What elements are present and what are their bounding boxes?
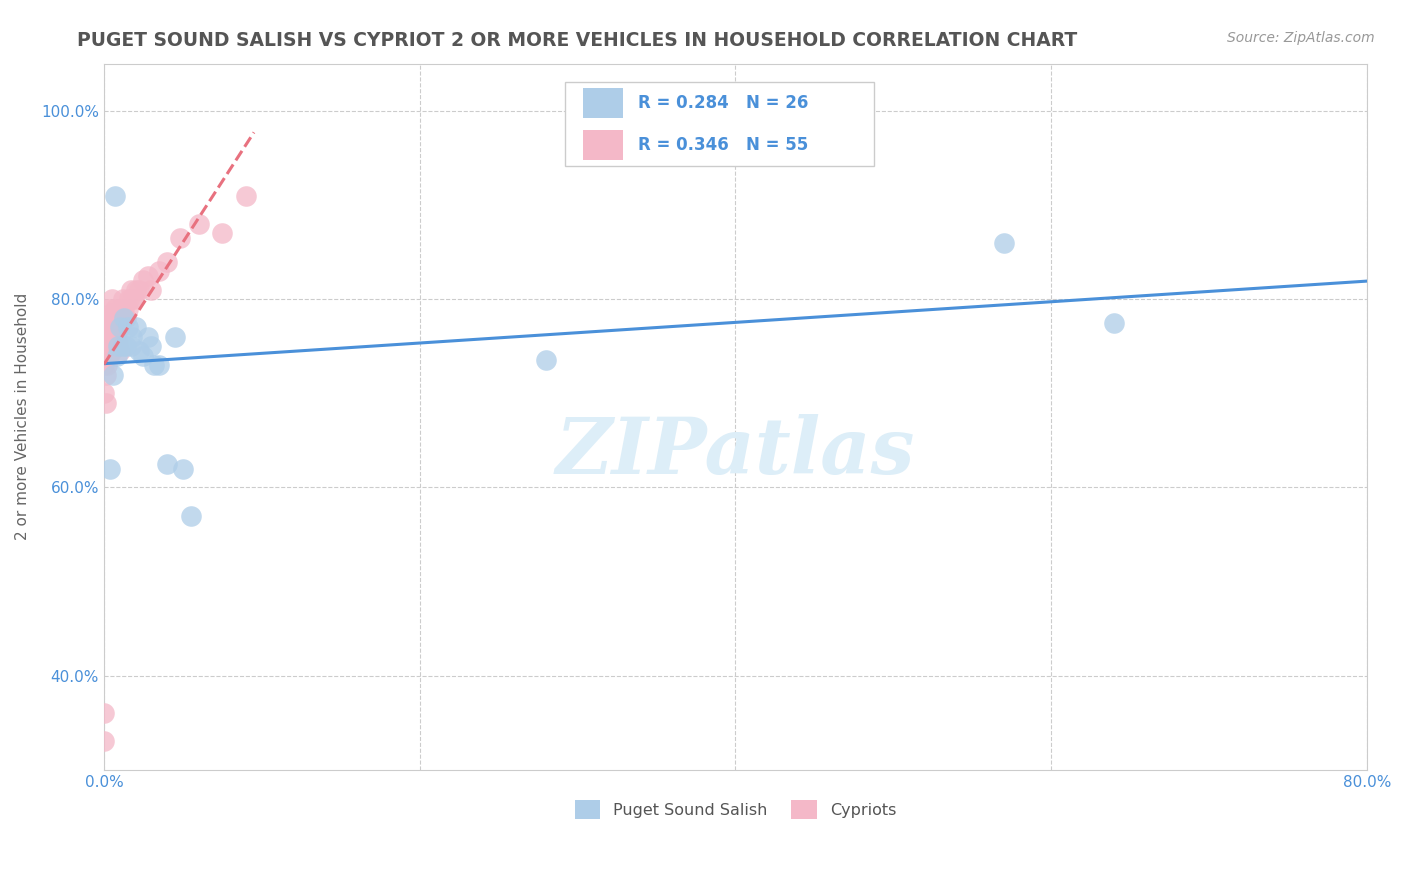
Point [108, 343, 131, 358]
Point [103, 330, 125, 344]
Point [534, 353, 557, 368]
Point [98, 334, 121, 349]
Point [121, 292, 143, 306]
Point [143, 358, 166, 372]
Point [124, 320, 146, 334]
Point [114, 301, 136, 316]
Point [132, 273, 155, 287]
Point [105, 306, 128, 320]
Text: ZIPatlas: ZIPatlas [555, 414, 915, 491]
Point [108, 320, 131, 334]
Point [121, 330, 143, 344]
Point [94, 330, 117, 344]
Point [180, 508, 202, 523]
Point [93, 358, 115, 372]
FancyBboxPatch shape [582, 88, 623, 118]
Point [1102, 316, 1125, 330]
Point [94, 396, 117, 410]
Point [103, 311, 125, 326]
Point [96, 311, 118, 326]
Point [104, 301, 127, 316]
Point [93, 386, 115, 401]
Point [104, 188, 127, 202]
Point [128, 283, 150, 297]
Point [111, 292, 134, 306]
Point [103, 368, 125, 382]
Point [107, 334, 129, 349]
Point [136, 268, 159, 283]
Point [104, 320, 127, 334]
Point [101, 306, 124, 320]
Point [93, 330, 115, 344]
Point [148, 264, 170, 278]
Point [108, 311, 131, 326]
Point [117, 301, 139, 316]
Point [172, 461, 194, 475]
Point [122, 292, 145, 306]
Point [98, 461, 121, 475]
Point [141, 283, 163, 297]
Point [211, 227, 233, 241]
Point [105, 349, 128, 363]
Point [107, 339, 129, 353]
Point [101, 320, 124, 334]
Point [115, 311, 138, 326]
Point [93, 734, 115, 748]
Point [169, 231, 191, 245]
Point [124, 283, 146, 297]
Point [156, 254, 179, 268]
FancyBboxPatch shape [565, 82, 875, 167]
Point [98, 343, 121, 358]
Point [136, 330, 159, 344]
Point [97, 349, 120, 363]
Text: PUGET SOUND SALISH VS CYPRIOT 2 OR MORE VEHICLES IN HOUSEHOLD CORRELATION CHART: PUGET SOUND SALISH VS CYPRIOT 2 OR MORE … [77, 31, 1077, 50]
Point [120, 339, 142, 353]
Point [118, 292, 141, 306]
Point [132, 349, 155, 363]
Legend: Puget Sound Salish, Cypriots: Puget Sound Salish, Cypriots [568, 794, 903, 825]
Text: R = 0.346   N = 55: R = 0.346 N = 55 [638, 136, 808, 154]
Point [96, 339, 118, 353]
Point [156, 457, 179, 471]
Point [104, 334, 127, 349]
Point [103, 339, 125, 353]
Point [96, 358, 118, 372]
Point [117, 320, 139, 334]
Point [105, 339, 128, 353]
Point [141, 339, 163, 353]
Y-axis label: 2 or more Vehicles in Household: 2 or more Vehicles in Household [15, 293, 30, 541]
Point [111, 339, 134, 353]
Point [120, 283, 142, 297]
Point [97, 301, 120, 316]
Point [94, 368, 117, 382]
Point [235, 188, 257, 202]
Point [101, 330, 124, 344]
Point [993, 235, 1015, 250]
Point [110, 301, 132, 316]
Point [93, 706, 115, 721]
Point [115, 339, 138, 353]
Point [128, 343, 150, 358]
Point [96, 330, 118, 344]
Point [163, 330, 186, 344]
Point [97, 330, 120, 344]
Point [107, 320, 129, 334]
Text: Source: ZipAtlas.com: Source: ZipAtlas.com [1227, 31, 1375, 45]
Point [105, 325, 128, 339]
Point [114, 311, 136, 326]
Point [187, 217, 209, 231]
Point [97, 316, 120, 330]
Point [98, 320, 121, 334]
Point [101, 292, 124, 306]
FancyBboxPatch shape [582, 130, 623, 160]
Point [101, 343, 124, 358]
Point [148, 358, 170, 372]
Text: R = 0.284   N = 26: R = 0.284 N = 26 [638, 94, 808, 112]
